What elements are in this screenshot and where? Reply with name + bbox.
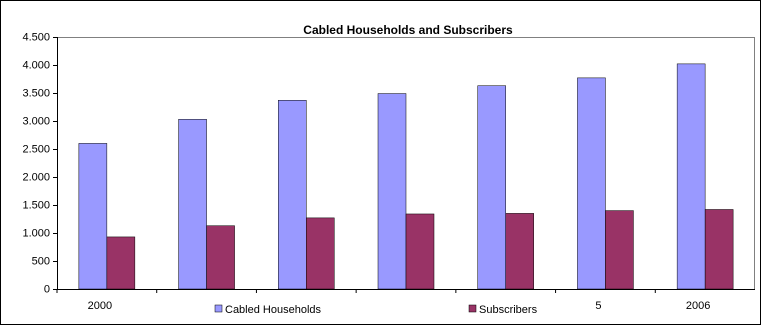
bar (178, 119, 207, 290)
x-tick-label: 2006 (686, 300, 710, 312)
legend-swatch (468, 304, 477, 313)
bar (676, 63, 706, 290)
legend-label: Subscribers (479, 304, 538, 316)
bar (605, 210, 634, 290)
legend-swatch (214, 304, 223, 313)
bar (377, 93, 407, 290)
y-tick-label: 2.500 (22, 143, 50, 155)
y-tick-label: 4.500 (22, 31, 50, 43)
y-tick-label: 0 (44, 283, 50, 295)
y-tick-label: 3.000 (22, 115, 50, 127)
legend-label: Cabled Households (225, 304, 322, 316)
y-tick-label: 2.000 (22, 171, 50, 183)
chart-title: Cabled Households and Subscribers (303, 23, 513, 37)
y-tick-label: 500 (32, 255, 50, 267)
bar (577, 77, 606, 290)
bar (206, 225, 235, 290)
x-tick-label: 5 (595, 300, 601, 312)
bar (278, 100, 307, 290)
bar (505, 213, 534, 290)
bar (78, 143, 108, 290)
y-tick-label: 1.000 (22, 227, 50, 239)
y-tick-label: 1.500 (22, 199, 50, 211)
x-tick-label: 2000 (88, 300, 112, 312)
bar (477, 85, 506, 290)
bar (704, 209, 734, 290)
y-tick-label: 3.500 (22, 87, 50, 99)
bar (405, 213, 435, 290)
y-tick-label: 4.000 (22, 59, 50, 71)
bar (306, 217, 335, 290)
bar (106, 236, 136, 290)
